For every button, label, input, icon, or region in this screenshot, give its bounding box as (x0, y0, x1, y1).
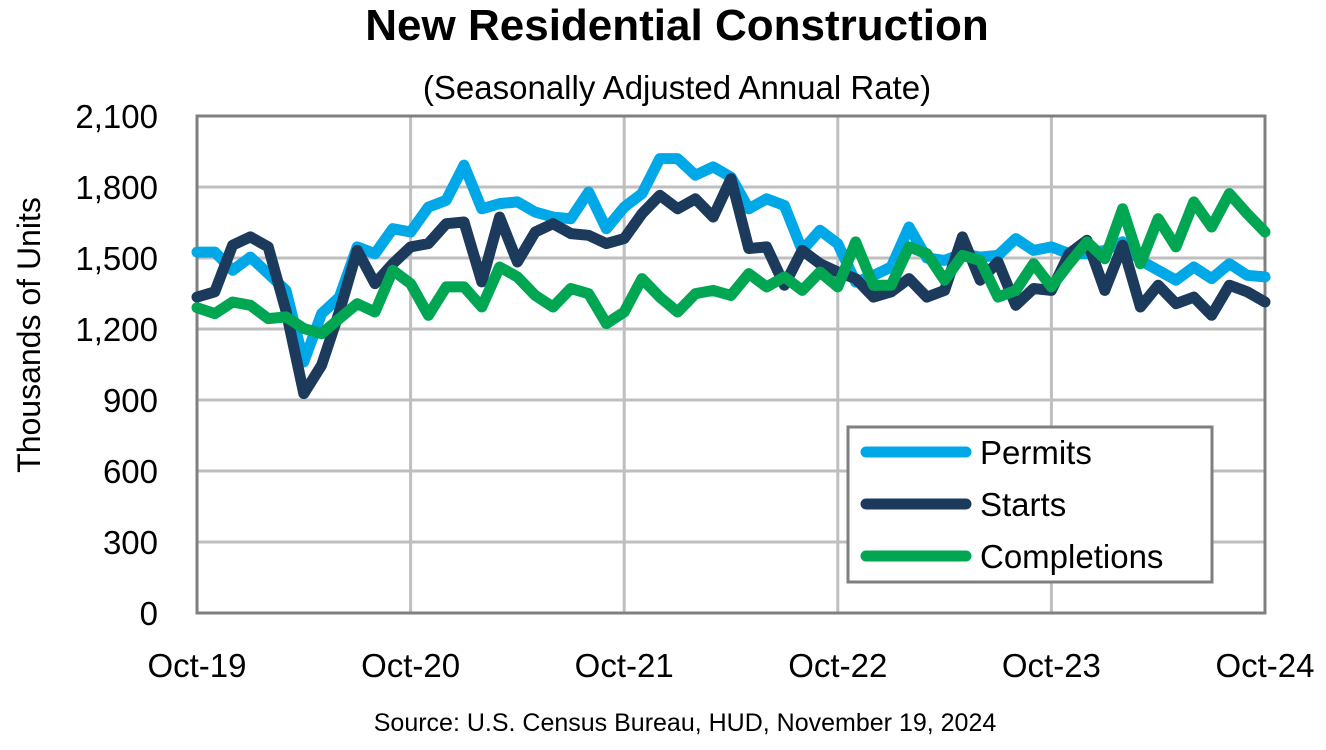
x-axis-ticks: Oct-19 Oct-20 Oct-21 Oct-22 Oct-23 Oct-24 (147, 647, 1314, 684)
x-tick-label: Oct-22 (788, 647, 887, 684)
x-tick-label: Oct-19 (147, 647, 246, 684)
chart-subtitle: (Seasonally Adjusted Annual Rate) (423, 69, 931, 106)
x-tick-label: Oct-20 (361, 647, 460, 684)
x-tick-label: Oct-21 (575, 647, 674, 684)
y-tick-label: 600 (103, 453, 158, 490)
y-tick-label: 0 (140, 595, 158, 632)
y-axis-ticks: 0 300 600 900 1,200 1,500 1,800 2,100 (75, 98, 158, 632)
y-tick-label: 1,200 (75, 311, 158, 348)
x-tick-label: Oct-24 (1215, 647, 1314, 684)
series-lines (191, 153, 1271, 400)
chart-title: New Residential Construction (365, 1, 988, 50)
y-tick-label: 300 (103, 524, 158, 561)
y-tick-label: 1,800 (75, 169, 158, 206)
y-tick-label: 1,500 (75, 240, 158, 277)
y-tick-label: 900 (103, 382, 158, 419)
y-tick-label: 2,100 (75, 98, 158, 135)
plot-area-border (195, 114, 1267, 615)
y-axis-label: Thousands of Units (11, 197, 47, 473)
legend-label: Completions (980, 538, 1163, 575)
source-note: Source: U.S. Census Bureau, HUD, Novembe… (374, 709, 997, 737)
series-line-completions (191, 188, 1271, 340)
legend-label: Permits (980, 434, 1092, 471)
x-tick-label: Oct-23 (1002, 647, 1101, 684)
legend-label: Starts (980, 486, 1066, 523)
series-line-starts (191, 173, 1271, 400)
legend: Permits Starts Completions (846, 425, 1214, 584)
